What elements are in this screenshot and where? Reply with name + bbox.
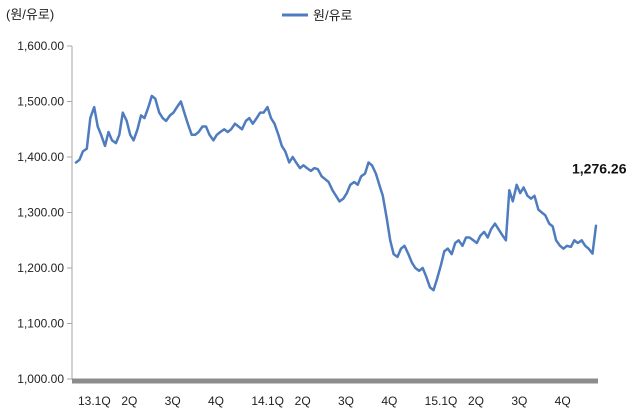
x-tick-label: 13.1Q [78, 394, 111, 408]
series-line [74, 94, 598, 292]
legend-label: 원/유로 [313, 8, 353, 23]
plot-area [74, 94, 598, 292]
x-tick-label: 3Q [511, 394, 527, 408]
x-tick-label: 4Q [381, 394, 397, 408]
x-tick-label: 2Q [295, 394, 311, 408]
legend: 원/유로 [282, 8, 353, 23]
y-tick-label: 1,000.00 [17, 372, 64, 386]
last-value-label: 1,276.26 [572, 161, 627, 177]
x-tick-label: 3Q [165, 394, 181, 408]
y-tick-label: 1,100.00 [17, 317, 64, 331]
x-tick-label: 2Q [121, 394, 137, 408]
y-tick-label: 1,200.00 [17, 261, 64, 275]
x-tick-label: 4Q [208, 394, 224, 408]
y-tick-label: 1,600.00 [17, 39, 64, 53]
x-tick-label: 14.1Q [251, 394, 284, 408]
y-tick-label: 1,300.00 [17, 206, 64, 220]
y-unit-label: (원/유로) [6, 7, 54, 22]
y-axis: 1,000.00 1,100.00 1,200.00 1,300.00 1,400.00… [17, 39, 73, 386]
x-tick-label: 4Q [555, 394, 571, 408]
x-tick-label: 15.1Q [425, 394, 458, 408]
x-axis: 13.1Q 2Q 3Q 4Q 14.1Q 2Q 3Q 4Q 15.1Q 2Q 3Q 4Q [72, 378, 598, 408]
y-tick-label: 1,400.00 [17, 150, 64, 164]
x-tick-label: 2Q [468, 394, 484, 408]
x-tick-label: 3Q [338, 394, 354, 408]
y-tick-label: 1,500.00 [17, 95, 64, 109]
